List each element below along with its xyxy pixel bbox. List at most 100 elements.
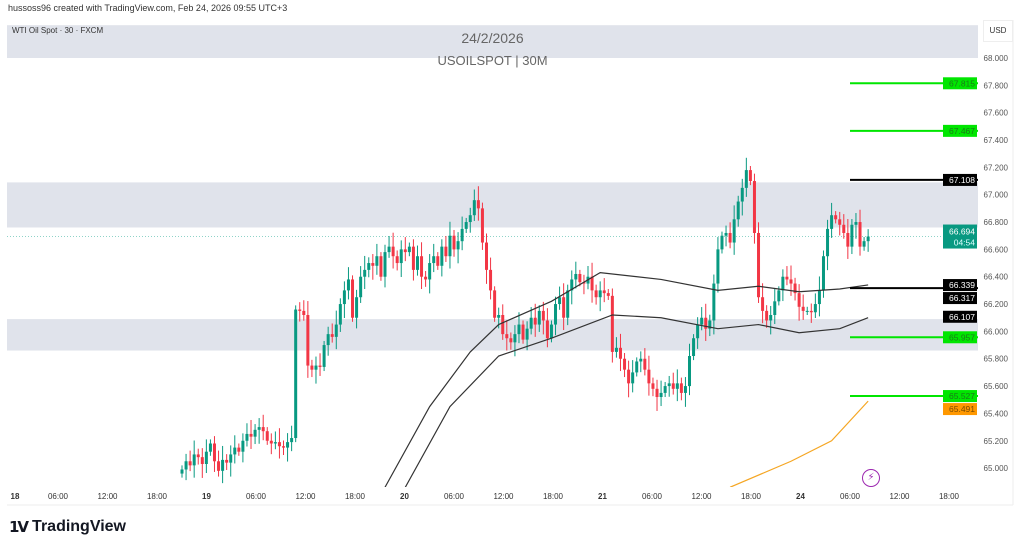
candle	[651, 383, 655, 389]
candle	[485, 242, 488, 270]
candle	[704, 317, 708, 329]
candle	[618, 347, 622, 359]
candle	[351, 279, 355, 318]
level-tag-bg	[943, 124, 977, 137]
time-tick: 12:00	[295, 492, 316, 501]
candle	[610, 295, 614, 352]
candle	[866, 236, 870, 242]
candle	[830, 215, 834, 229]
candle	[578, 273, 582, 283]
candle	[846, 232, 850, 247]
chart-title-symbol: USOILSPOT | 30M	[437, 53, 548, 68]
candle	[277, 442, 281, 447]
zone-0	[7, 25, 978, 58]
candle	[529, 317, 533, 329]
price-tick: 66.000	[984, 327, 1009, 336]
candle	[545, 320, 549, 339]
candle	[692, 338, 696, 357]
time-tick: 06:00	[48, 492, 69, 501]
candle	[387, 246, 391, 253]
time-tick: 12:00	[97, 492, 118, 501]
candle	[359, 276, 363, 298]
candle	[505, 334, 509, 339]
lightning-icon[interactable]: ⚡	[862, 469, 880, 487]
candle	[562, 297, 566, 318]
price-tick: 65.600	[984, 382, 1009, 391]
price-axis	[978, 20, 1014, 505]
candle	[525, 328, 529, 340]
price-tick: 66.800	[984, 218, 1009, 227]
candle	[269, 440, 273, 444]
candle	[472, 200, 476, 216]
candle	[468, 215, 472, 223]
price-tick: 65.000	[984, 464, 1009, 473]
candle	[789, 279, 793, 284]
candle	[334, 324, 338, 337]
candle	[663, 386, 667, 393]
tv-logo-icon: 𝟭𝗩	[9, 519, 29, 536]
candle	[444, 246, 448, 257]
candle	[765, 310, 769, 321]
candle	[476, 200, 480, 209]
candle	[371, 263, 375, 266]
candle	[184, 461, 188, 470]
candle	[817, 290, 821, 305]
candle	[850, 224, 854, 247]
time-tick: 19	[202, 492, 211, 501]
candle	[212, 443, 216, 462]
candle	[265, 431, 269, 441]
candle	[399, 249, 403, 264]
candle	[740, 187, 744, 202]
candle	[355, 297, 359, 318]
candle	[659, 392, 663, 398]
price-tick: 67.800	[984, 81, 1009, 90]
candle	[521, 324, 525, 340]
candle	[647, 369, 651, 384]
tradingview-logo[interactable]: 𝟭𝗩 TradingView	[9, 518, 126, 536]
candle	[606, 293, 610, 296]
candle	[598, 290, 602, 298]
price-tick: 67.400	[984, 136, 1009, 145]
candle	[655, 388, 659, 398]
plot-area	[7, 25, 978, 487]
candle	[302, 310, 306, 315]
candle	[805, 310, 809, 312]
candle	[415, 256, 419, 270]
current-price: 66.694	[949, 227, 975, 237]
candle	[420, 256, 424, 277]
candle	[602, 290, 606, 294]
candle	[225, 459, 229, 463]
candle	[501, 314, 505, 335]
candle	[338, 304, 342, 325]
candle	[261, 427, 265, 432]
candle	[322, 345, 326, 367]
time-tick: 12:00	[889, 492, 910, 501]
candle	[570, 279, 574, 291]
candle	[777, 290, 781, 302]
candle	[594, 290, 598, 298]
candle	[432, 256, 436, 264]
chart-credit: hussoss96 created with TradingView.com, …	[8, 3, 288, 13]
candle	[180, 469, 184, 474]
candle	[854, 222, 858, 225]
candle	[614, 347, 618, 352]
candle	[801, 306, 805, 311]
candle	[761, 297, 765, 311]
candle	[237, 447, 241, 452]
candle	[566, 290, 570, 318]
time-tick: 06:00	[840, 492, 861, 501]
candle	[411, 246, 415, 270]
price-tick: 65.400	[984, 409, 1009, 418]
currency-label[interactable]: USD	[983, 20, 1013, 42]
candle	[306, 314, 310, 366]
time-tick: 18:00	[345, 492, 366, 501]
candle	[257, 427, 261, 430]
time-tick: 06:00	[444, 492, 465, 501]
candle	[728, 232, 732, 243]
candle	[757, 232, 761, 298]
candle	[752, 181, 756, 233]
candle	[192, 454, 196, 466]
candle	[696, 324, 700, 339]
candle	[375, 256, 379, 266]
